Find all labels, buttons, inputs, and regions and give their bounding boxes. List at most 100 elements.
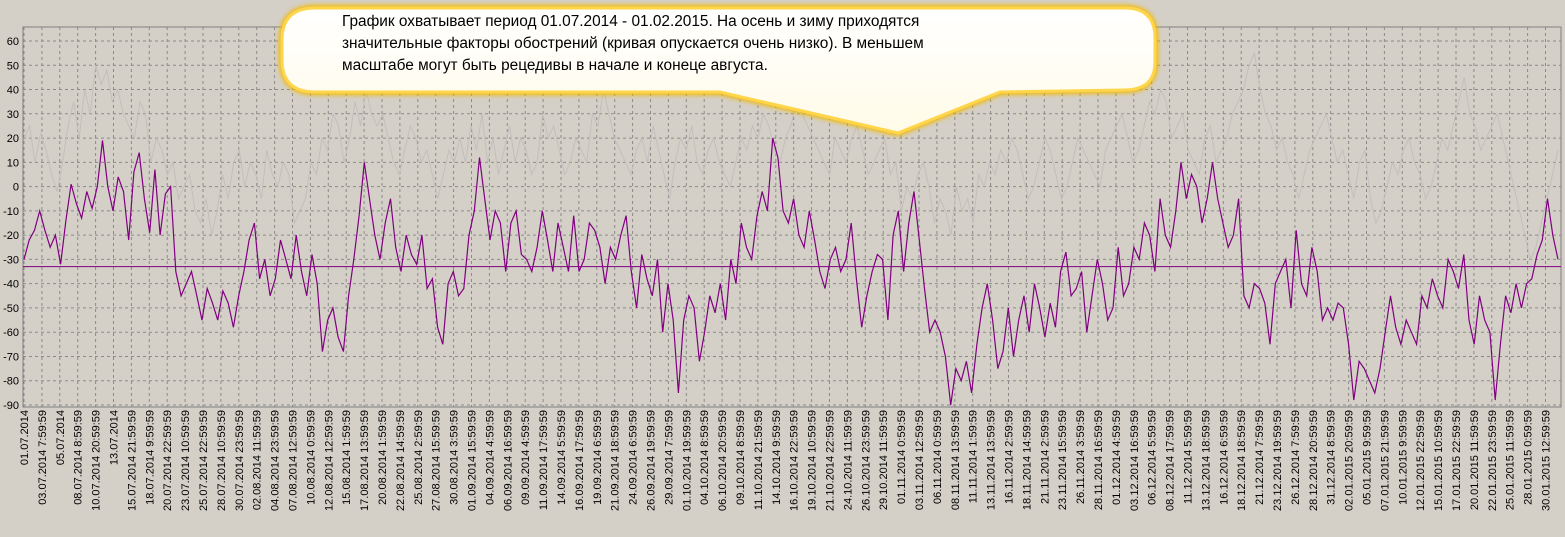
- x-tick-label: 28.12.2014 20:59:59: [1308, 410, 1320, 511]
- y-tick-label: 10: [7, 157, 19, 169]
- x-tick-label: 19.09.2014 6:59:59: [592, 410, 604, 505]
- x-tick-label: 06.12.2014 5:59:59: [1147, 410, 1159, 505]
- x-tick-label: 13.11.2014 13:59:59: [986, 410, 998, 510]
- x-tick-label: 02.08.2014 11:59:59: [252, 410, 264, 510]
- x-tick-label: 28.07.2014 10:59:59: [216, 410, 228, 511]
- x-tick-label: 16.09.2014 17:59:59: [574, 410, 586, 511]
- x-tick-label: 30.08.2014 3:59:59: [449, 410, 461, 505]
- x-tick-label: 14.09.2014 5:59:59: [556, 410, 568, 505]
- x-tick-label: 13.07.2014: [109, 410, 121, 465]
- y-tick-label: -40: [3, 279, 19, 291]
- x-tick-label: 28.11.2014 16:59:59: [1093, 410, 1105, 510]
- x-tick-label: 03.11.2014 12:59:59: [914, 410, 926, 510]
- x-tick-label: 01.12.2014 4:59:59: [1111, 410, 1123, 505]
- x-tick-label: 29.09.2014 7:59:59: [663, 410, 675, 505]
- x-tick-label: 18.07.2014 9:59:59: [144, 410, 156, 505]
- y-tick-label: -80: [3, 376, 19, 388]
- x-tick-label: 03.07.2014 7:59:59: [37, 410, 49, 505]
- x-tick-label: 25.01.2015 11:59:59: [1505, 410, 1517, 510]
- x-tick-label: 21.10.2014 22:59:59: [825, 410, 837, 511]
- x-tick-label: 04.10.2014 8:59:59: [699, 410, 711, 505]
- y-axis-ticks: 60 50 40 30 20 10 0 -10 -20 -30 -40 -50 -60 -70 -80 -90: [3, 36, 19, 412]
- x-tick-label: 12.08.2014 12:59:59: [323, 410, 335, 511]
- y-tick-label: -60: [3, 327, 19, 339]
- x-tick-label: 21.12.2014 7:59:59: [1254, 410, 1266, 505]
- x-tick-label: 08.12.2014 17:59:59: [1165, 410, 1177, 511]
- x-tick-label: 25.08.2014 2:59:59: [413, 410, 425, 505]
- x-tick-label: 01.09.2014 15:59:59: [467, 410, 479, 511]
- x-tick-label: 04.09.2014 4:59:59: [484, 410, 496, 505]
- y-tick-label: 20: [7, 133, 19, 145]
- x-tick-label: 23.12.2014 19:59:59: [1272, 410, 1284, 511]
- x-tick-label: 24.10.2014 11:59:59: [842, 410, 854, 510]
- x-tick-label: 24.09.2014 6:59:59: [628, 410, 640, 505]
- x-tick-label: 28.01.2015 0:59:59: [1523, 410, 1535, 505]
- x-tick-label: 26.11.2014 3:59:59: [1075, 410, 1087, 504]
- x-tick-label: 26.12.2014 7:59:59: [1290, 410, 1302, 505]
- x-tick-label: 08.11.2014 13:59:59: [950, 410, 962, 510]
- x-tick-label: 26.10.2014 23:59:59: [860, 410, 872, 511]
- x-axis-ticks: 01.07.2014 03.07.2014 7:59:59 05.07.2014 08…: [19, 410, 1553, 511]
- callout-text: График охватывает период 01.07.2014 - 01…: [342, 11, 1142, 77]
- x-tick-label: 23.11.2014 15:59:59: [1057, 410, 1069, 510]
- x-tick-label: 20.01.2015 11:59:59: [1469, 410, 1481, 510]
- x-tick-label: 19.10.2014 10:59:59: [807, 410, 819, 511]
- x-tick-label: 20.08.2014 1:59:59: [377, 410, 389, 505]
- y-tick-label: -10: [3, 206, 19, 218]
- x-tick-label: 11.09.2014 17:59:59: [538, 410, 550, 510]
- x-tick-label: 17.01.2015 22:59:59: [1451, 410, 1463, 511]
- x-tick-label: 21.11.2014 2:59:59: [1039, 410, 1051, 504]
- y-tick-label: -20: [3, 230, 19, 242]
- x-tick-label: 11.11.2014 1:59:59: [968, 410, 980, 503]
- x-tick-label: 06.10.2014 20:59:59: [717, 410, 729, 511]
- x-tick-label: 09.10.2014 8:59:59: [735, 410, 747, 505]
- x-tick-label: 30.07.2014 23:59:59: [234, 410, 246, 511]
- x-tick-label: 10.01.2015 9:59:59: [1397, 410, 1409, 505]
- y-tick-label: 50: [7, 60, 19, 72]
- callout-line: График охватывает период 01.07.2014 - 01…: [342, 13, 920, 30]
- x-tick-label: 29.10.2014 11:59:59: [878, 410, 890, 510]
- x-tick-label: 08.07.2014 8:59:59: [73, 410, 85, 505]
- x-tick-label: 17.08.2014 13:59:59: [359, 410, 371, 511]
- y-tick-label: 30: [7, 109, 19, 121]
- x-tick-label: 15.01.2015 10:59:59: [1433, 410, 1445, 511]
- x-tick-label: 16.10.2014 22:59:59: [789, 410, 801, 511]
- x-tick-label: 07.01.2015 21:59:59: [1379, 410, 1391, 511]
- y-tick-label: -90: [3, 400, 19, 412]
- x-tick-label: 10.08.2014 0:59:59: [305, 410, 317, 505]
- y-tick-label: -50: [3, 303, 19, 315]
- x-tick-label: 02.01.2015 20:59:59: [1344, 410, 1356, 511]
- y-tick-label: 0: [13, 182, 19, 194]
- x-tick-label: 23.07.2014 10:59:59: [180, 410, 192, 511]
- x-tick-label: 25.07.2014 22:59:59: [198, 410, 210, 511]
- x-tick-label: 18.11.2014 14:59:59: [1021, 410, 1033, 510]
- x-tick-label: 01.07.2014: [19, 410, 31, 465]
- x-tick-label: 16.12.2014 6:59:59: [1218, 410, 1230, 505]
- x-tick-label: 31.12.2014 8:59:59: [1326, 410, 1338, 505]
- y-tick-label: 60: [7, 36, 19, 48]
- y-tick-label: -70: [3, 351, 19, 363]
- main-series: [23, 137, 1559, 406]
- x-tick-label: 11.12.2014 5:59:59: [1183, 410, 1195, 504]
- x-tick-label: 16.11.2014 2:59:59: [1004, 410, 1016, 504]
- x-tick-label: 14.10.2014 9:59:59: [771, 410, 783, 505]
- x-tick-label: 07.08.2014 12:59:59: [288, 410, 300, 511]
- x-tick-label: 22.08.2014 14:59:59: [395, 410, 407, 511]
- x-tick-label: 18.12.2014 18:59:59: [1236, 410, 1248, 511]
- x-tick-label: 27.08.2014 15:59:59: [431, 410, 443, 511]
- x-tick-label: 01.11.2014 0:59:59: [896, 410, 908, 504]
- x-tick-label: 15.08.2014 1:59:59: [341, 410, 353, 505]
- x-tick-label: 12.01.2015 22:59:59: [1415, 410, 1427, 511]
- x-tick-label: 21.09.2014 18:59:59: [610, 410, 622, 511]
- x-tick-label: 01.10.2014 19:59:59: [681, 410, 693, 511]
- x-tick-label: 09.09.2014 4:59:59: [520, 410, 532, 505]
- x-tick-label: 30.01.2015 12:59:59: [1541, 410, 1553, 511]
- x-tick-label: 22.01.2015 23:59:59: [1487, 410, 1499, 511]
- main-series-line: [23, 137, 1559, 406]
- y-tick-label: -30: [3, 254, 19, 266]
- x-tick-label: 11.10.2014 21:59:59: [753, 410, 765, 510]
- x-tick-label: 06.11.2014 0:59:59: [932, 410, 944, 504]
- x-tick-label: 06.09.2014 16:59:59: [502, 410, 514, 511]
